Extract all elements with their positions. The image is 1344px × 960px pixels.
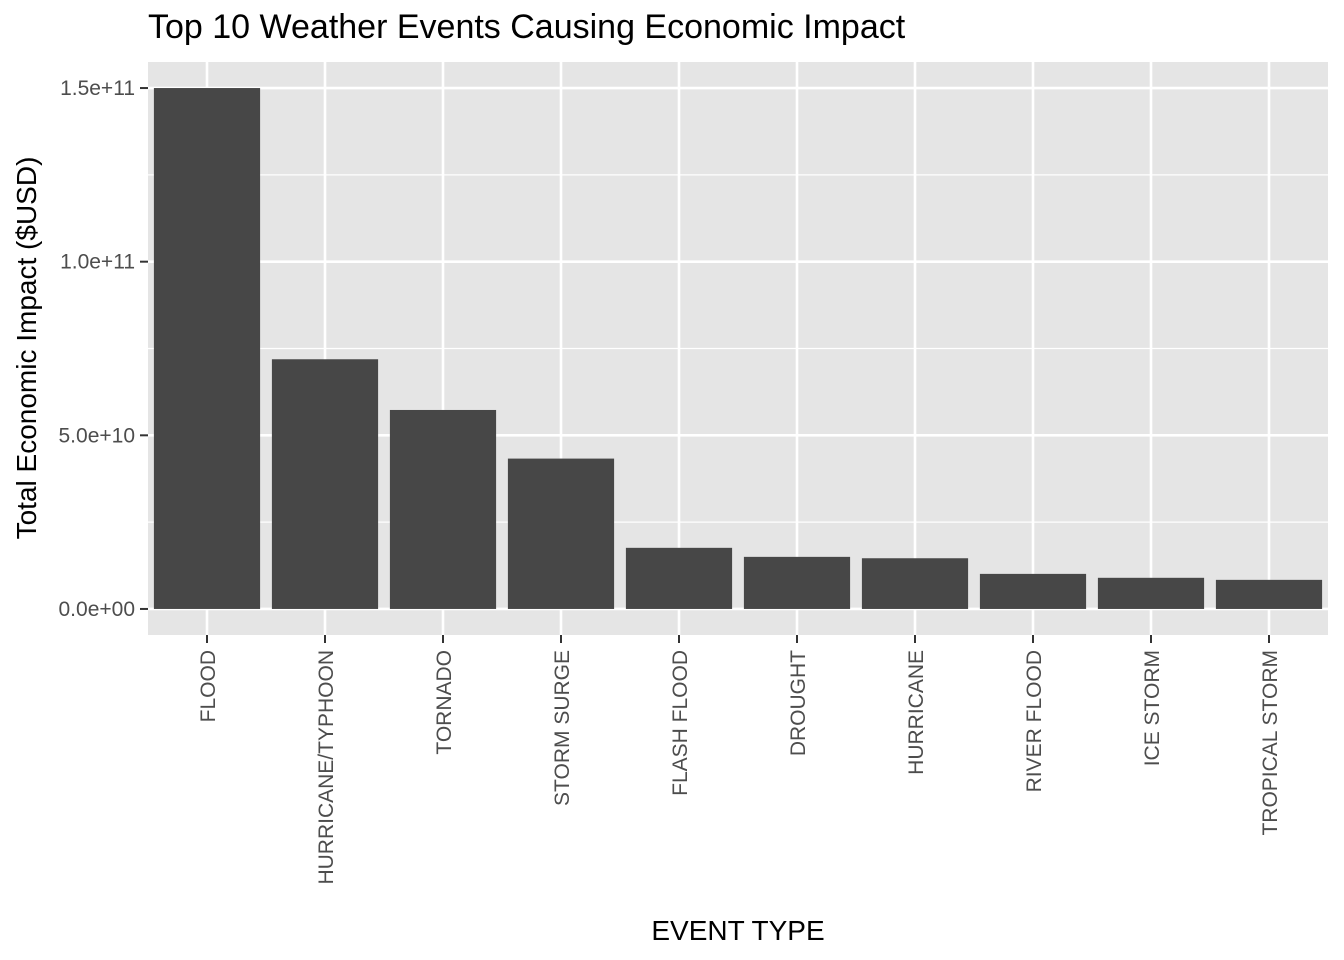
y-tick-label: 1.5e+11: [60, 77, 135, 100]
x-tick-label: STORM SURGE: [551, 650, 574, 806]
bar-hurricane: [861, 558, 969, 609]
x-axis: FLOOD HURRICANE/TYPHOON TORNADO STORM SURGE…: [197, 635, 1282, 885]
x-tick-label: HURRICANE/TYPHOON: [315, 650, 338, 885]
x-tick-label: ICE STORM: [1141, 650, 1164, 766]
bar-flood: [153, 88, 261, 609]
y-axis-title: Total Economic Impact ($USD): [11, 157, 42, 540]
bar-drought: [743, 556, 851, 609]
x-tick-label: HURRICANE: [905, 650, 928, 775]
y-tick-label: 1.0e+11: [60, 251, 135, 274]
y-tick-label: 5.0e+10: [59, 424, 136, 447]
x-tick-label: FLOOD: [197, 650, 220, 722]
bar-tropical-storm: [1215, 579, 1323, 609]
chart-title: Top 10 Weather Events Causing Economic I…: [148, 8, 906, 46]
x-tick-label: DROUGHT: [787, 650, 810, 756]
y-axis: 0.0e+00 5.0e+10 1.0e+11 1.5e+11: [59, 77, 148, 621]
bar-ice-storm: [1097, 577, 1205, 609]
y-tick-label: 0.0e+00: [59, 598, 136, 621]
bar-hurricane-typhoon: [271, 359, 379, 609]
bar-storm-surge: [507, 458, 615, 609]
x-tick-label: RIVER FLOOD: [1023, 650, 1046, 792]
x-tick-label: TORNADO: [433, 650, 456, 755]
x-tick-label: TROPICAL STORM: [1259, 650, 1282, 836]
x-tick-label: FLASH FLOOD: [669, 650, 692, 796]
bar-tornado: [389, 409, 497, 609]
x-axis-title: EVENT TYPE: [651, 915, 824, 946]
bars: [153, 88, 1323, 609]
bar-flash-flood: [625, 547, 733, 609]
bar-river-flood: [979, 573, 1087, 609]
